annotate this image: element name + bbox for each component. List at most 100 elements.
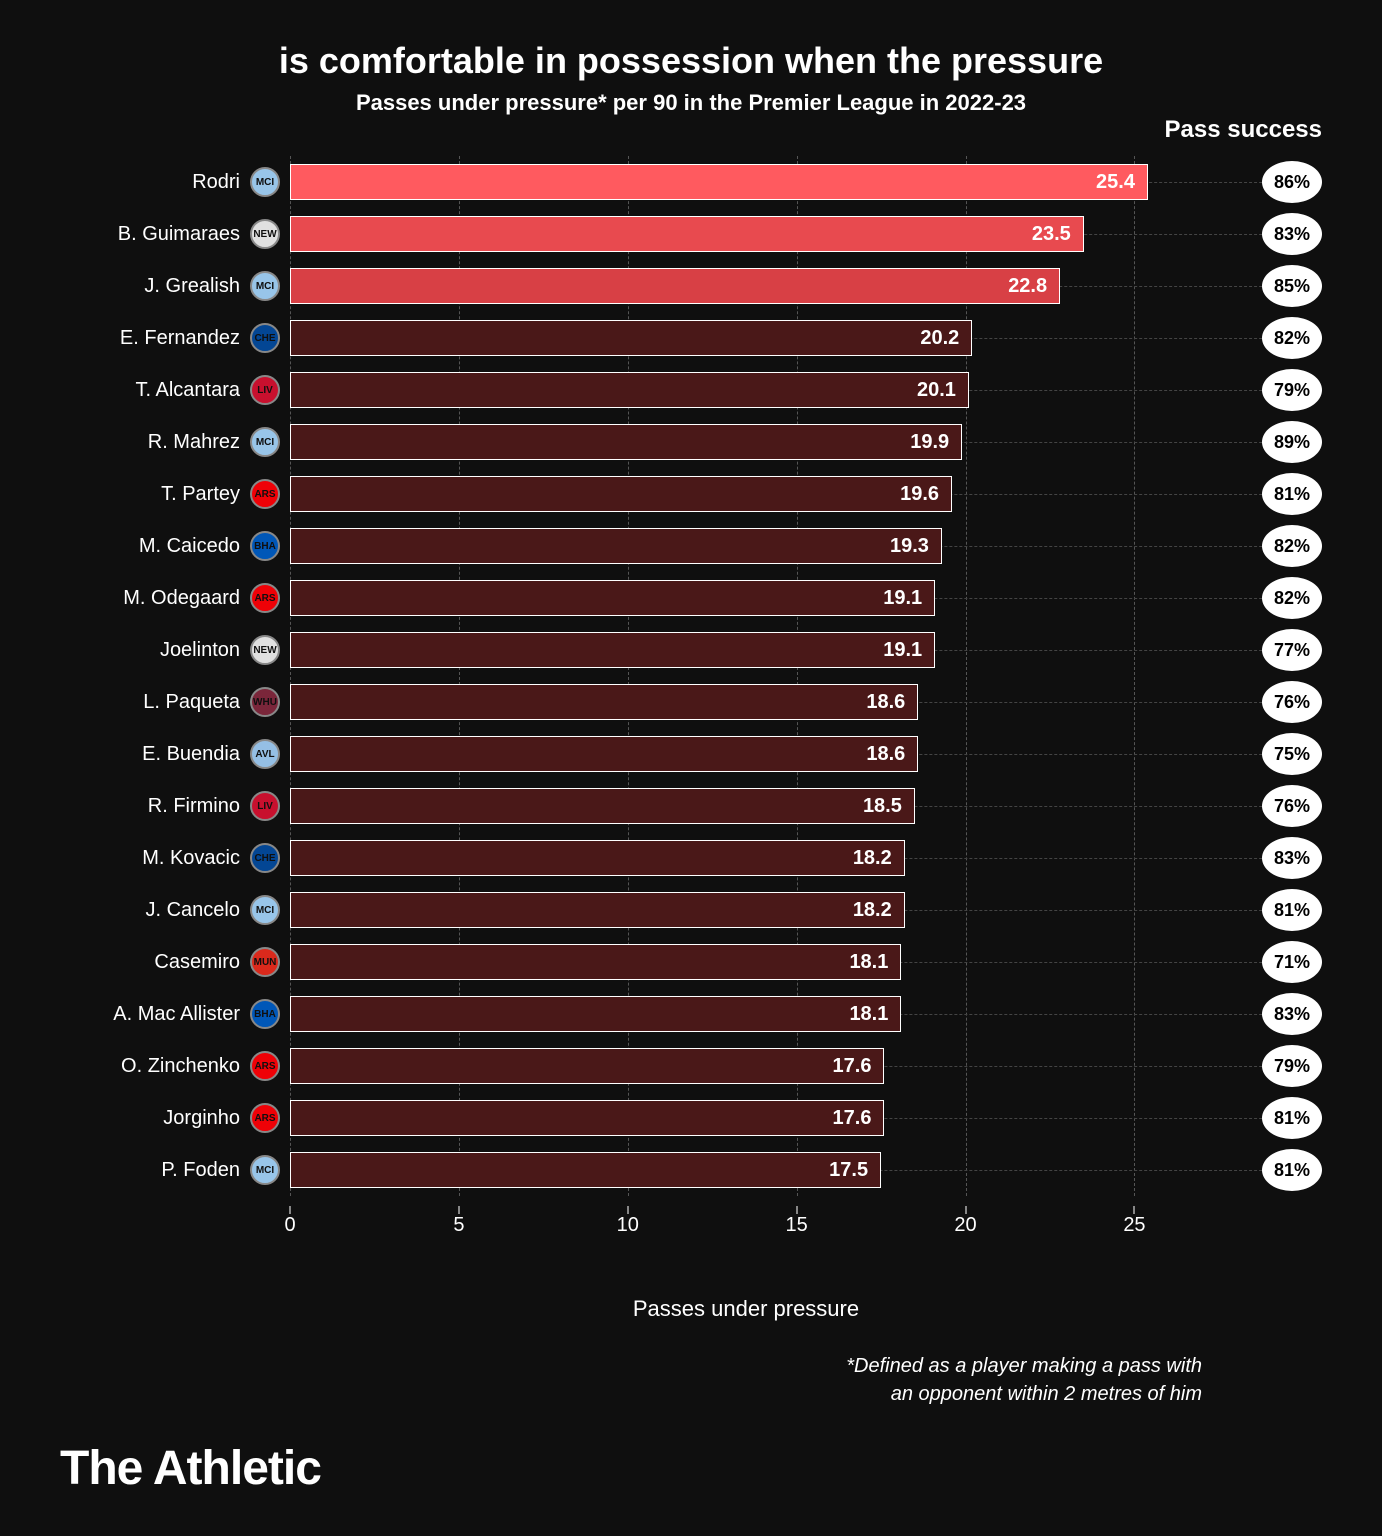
club-badge: MCI — [250, 167, 280, 197]
club-badge: ARS — [250, 479, 280, 509]
chart-subtitle: Passes under pressure* per 90 in the Pre… — [60, 90, 1322, 116]
bar-track: 23.5 — [290, 216, 1202, 252]
player-row: E. FernandezCHE20.282% — [290, 312, 1202, 364]
bar-value: 18.6 — [866, 743, 905, 766]
player-row: A. Mac AllisterBHA18.183% — [290, 988, 1202, 1040]
club-badge: BHA — [250, 531, 280, 561]
bar-value: 19.1 — [883, 587, 922, 610]
bar-track: 18.6 — [290, 684, 1202, 720]
player-row: J. GrealishMCI22.885% — [290, 260, 1202, 312]
player-name: Jorginho — [60, 1107, 240, 1130]
player-name: P. Foden — [60, 1159, 240, 1182]
player-name: B. Guimaraes — [60, 223, 240, 246]
club-badge: WHU — [250, 687, 280, 717]
player-row: J. CanceloMCI18.281% — [290, 884, 1202, 936]
pass-success-pill: 76% — [1262, 681, 1322, 723]
bar: 18.1 — [290, 996, 901, 1032]
club-badge: ARS — [250, 1103, 280, 1133]
bar-track: 19.6 — [290, 476, 1202, 512]
club-badge: LIV — [250, 791, 280, 821]
bar: 19.1 — [290, 632, 935, 668]
bar-track: 18.1 — [290, 996, 1202, 1032]
bar-value: 17.6 — [833, 1055, 872, 1078]
player-name: T. Partey — [60, 483, 240, 506]
bar: 20.1 — [290, 372, 969, 408]
x-tick-mark — [458, 1206, 459, 1214]
bar-track: 18.2 — [290, 840, 1202, 876]
player-row: T. ParteyARS19.681% — [290, 468, 1202, 520]
bar: 18.1 — [290, 944, 901, 980]
bar-value: 22.8 — [1008, 275, 1047, 298]
x-tick-label: 20 — [954, 1214, 976, 1237]
x-axis-label: Passes under pressure — [290, 1296, 1202, 1322]
player-name: L. Paqueta — [60, 691, 240, 714]
pass-success-pill: 83% — [1262, 993, 1322, 1035]
bar: 18.6 — [290, 684, 918, 720]
bar-value: 25.4 — [1096, 171, 1135, 194]
pass-success-pill: 76% — [1262, 785, 1322, 827]
x-axis: 0510152025 — [290, 1206, 1202, 1246]
pass-success-pill: 71% — [1262, 941, 1322, 983]
club-badge: CHE — [250, 323, 280, 353]
player-row: M. KovacicCHE18.283% — [290, 832, 1202, 884]
pass-success-pill: 86% — [1262, 161, 1322, 203]
club-badge: ARS — [250, 583, 280, 613]
bar-track: 25.4 — [290, 164, 1202, 200]
player-row: R. FirminoLIV18.576% — [290, 780, 1202, 832]
bar: 25.4 — [290, 164, 1148, 200]
x-tick-mark — [290, 1206, 291, 1214]
pass-success-pill: 83% — [1262, 213, 1322, 255]
club-badge: NEW — [250, 635, 280, 665]
player-row: JoelintonNEW19.177% — [290, 624, 1202, 676]
bar-value: 18.1 — [849, 1003, 888, 1026]
club-badge: CHE — [250, 843, 280, 873]
chart-title: is comfortable in possession when the pr… — [60, 40, 1322, 82]
footnote-line2: an opponent within 2 metres of him — [891, 1383, 1202, 1405]
pass-success-pill: 82% — [1262, 577, 1322, 619]
club-badge: AVL — [250, 739, 280, 769]
player-name: R. Mahrez — [60, 431, 240, 454]
pass-success-pill: 89% — [1262, 421, 1322, 463]
pass-success-pill: 79% — [1262, 1045, 1322, 1087]
bar-track: 18.2 — [290, 892, 1202, 928]
bar: 18.6 — [290, 736, 918, 772]
bar-track: 20.2 — [290, 320, 1202, 356]
player-row: M. CaicedoBHA19.382% — [290, 520, 1202, 572]
pass-success-pill: 79% — [1262, 369, 1322, 411]
club-badge: MCI — [250, 895, 280, 925]
player-name: J. Cancelo — [60, 899, 240, 922]
player-name: M. Odegaard — [60, 587, 240, 610]
club-badge: MCI — [250, 427, 280, 457]
bar-track: 18.1 — [290, 944, 1202, 980]
bar-value: 18.5 — [863, 795, 902, 818]
bar-value: 17.5 — [829, 1159, 868, 1182]
x-tick-mark — [627, 1206, 628, 1214]
player-name: Joelinton — [60, 639, 240, 662]
bar: 18.2 — [290, 892, 905, 928]
player-row: M. OdegaardARS19.182% — [290, 572, 1202, 624]
bar-value: 19.1 — [883, 639, 922, 662]
bar-track: 19.3 — [290, 528, 1202, 564]
pass-success-pill: 77% — [1262, 629, 1322, 671]
player-name: Rodri — [60, 171, 240, 194]
player-name: E. Buendia — [60, 743, 240, 766]
pass-success-pill: 82% — [1262, 525, 1322, 567]
player-name: O. Zinchenko — [60, 1055, 240, 1078]
player-row: T. AlcantaraLIV20.179% — [290, 364, 1202, 416]
player-row: L. PaquetaWHU18.676% — [290, 676, 1202, 728]
x-tick-mark — [965, 1206, 966, 1214]
pass-success-header: Pass success — [1165, 116, 1322, 144]
player-name: Casemiro — [60, 951, 240, 974]
player-name: M. Kovacic — [60, 847, 240, 870]
bar-track: 19.9 — [290, 424, 1202, 460]
pass-success-pill: 75% — [1262, 733, 1322, 775]
club-badge: BHA — [250, 999, 280, 1029]
pass-success-pill: 81% — [1262, 1149, 1322, 1191]
x-tick-label: 10 — [617, 1214, 639, 1237]
plot-region: RodriMCI25.486%B. GuimaraesNEW23.583%J. … — [290, 156, 1202, 1196]
chart-area: Pass success RodriMCI25.486%B. Guimaraes… — [290, 156, 1202, 1408]
bar-value: 18.1 — [849, 951, 888, 974]
bar-track: 19.1 — [290, 580, 1202, 616]
club-badge: MCI — [250, 1155, 280, 1185]
bar-value: 19.9 — [910, 431, 949, 454]
